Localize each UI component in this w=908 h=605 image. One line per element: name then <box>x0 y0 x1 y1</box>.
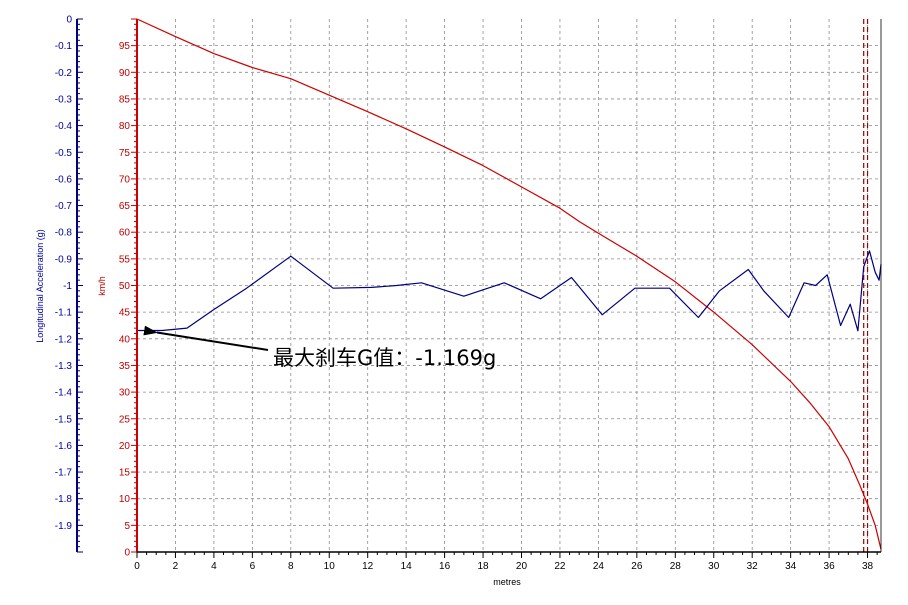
acceleration-series-line <box>137 250 882 332</box>
x-tick-label: 16 <box>439 561 451 572</box>
left-tick-label: -1.9 <box>55 521 73 532</box>
left-tick-label: -0.5 <box>55 148 73 159</box>
x-tick-label: 10 <box>324 561 336 572</box>
right-tick-label: 95 <box>119 41 131 52</box>
left-tick-label: -1.6 <box>55 441 73 452</box>
x-tick-label: 38 <box>862 561 874 572</box>
left-tick-label: -0.2 <box>55 68 73 79</box>
ticks: 0 -0.1 -0.2 -0.3 -0.4 -0.5 -0.6 -0.7 -0.8 -0.9 -1 -… <box>55 15 878 572</box>
left-tick-label: -1.4 <box>55 388 73 399</box>
right-tick-label: 25 <box>119 414 131 425</box>
x-tick-label: 8 <box>288 561 294 572</box>
right-tick-label: 60 <box>119 228 131 239</box>
left-tick-label: -0.6 <box>55 174 73 185</box>
x-tick-label: 32 <box>747 561 759 572</box>
left-axis-title: Longitudinal Acceleration (g) <box>35 229 45 343</box>
annotation-arrow <box>143 325 269 351</box>
speed-series-line <box>136 18 882 550</box>
series-layer <box>136 18 882 550</box>
left-tick-label: -0.9 <box>55 254 73 265</box>
x-axis-title: metres <box>493 577 521 587</box>
right-tick-label: 85 <box>119 94 131 105</box>
x-tick-label: 2 <box>173 561 179 572</box>
left-tick-label: -1.8 <box>55 494 73 505</box>
x-tick-label: 18 <box>477 561 489 572</box>
right-tick-label: 55 <box>119 254 131 265</box>
right-tick-label: 70 <box>119 174 131 185</box>
left-tick-label: 0 <box>66 15 72 26</box>
left-tick-label: -0.7 <box>55 201 73 212</box>
x-tick-label: 4 <box>211 561 217 572</box>
annotation-text: 最大刹车G值：-1.169g <box>273 346 496 370</box>
left-tick-label: -1.7 <box>55 468 73 479</box>
right-tick-label: 50 <box>119 281 131 292</box>
left-tick-label: -1 <box>63 281 72 292</box>
x-tick-label: 20 <box>516 561 528 572</box>
x-tick-label: 28 <box>670 561 682 572</box>
right-tick-label: 35 <box>119 361 131 372</box>
right-tick-label: 80 <box>119 121 131 132</box>
right-tick-label: 20 <box>119 441 131 452</box>
left-tick-label: -0.8 <box>55 228 73 239</box>
right-tick-label: 30 <box>119 388 131 399</box>
right-tick-label-zero: 0 <box>124 548 130 559</box>
x-tick-label: 34 <box>785 561 797 572</box>
left-tick-label: -0.1 <box>55 41 73 52</box>
left-tick-label: -0.3 <box>55 94 73 105</box>
x-tick-label: 24 <box>593 561 605 572</box>
x-tick-label: 12 <box>362 561 374 572</box>
right-tick-label: 10 <box>119 494 131 505</box>
x-tick-label: 22 <box>554 561 566 572</box>
left-tick-label: -0.4 <box>55 121 73 132</box>
right-tick-label: 45 <box>119 308 131 319</box>
right-tick-label: 75 <box>119 148 131 159</box>
x-tick-label: 36 <box>824 561 836 572</box>
right-tick-label: 90 <box>119 68 131 79</box>
left-tick-label: -1.5 <box>55 414 73 425</box>
left-tick-label: -1.3 <box>55 361 73 372</box>
right-tick-label: 5 <box>124 521 130 532</box>
x-tick-label: 30 <box>708 561 720 572</box>
x-tick-label: 0 <box>134 561 140 572</box>
reference-lines <box>863 19 869 552</box>
x-tick-label: 6 <box>250 561 256 572</box>
right-axis-title: km/h <box>97 276 107 296</box>
left-tick-label: -1.2 <box>55 334 73 345</box>
right-tick-label: 40 <box>119 334 131 345</box>
right-tick-label: 65 <box>119 201 131 212</box>
x-tick-label: 26 <box>631 561 643 572</box>
left-tick-label: -1.1 <box>55 308 73 319</box>
right-tick-label: 15 <box>119 468 131 479</box>
x-tick-label: 14 <box>401 561 413 572</box>
